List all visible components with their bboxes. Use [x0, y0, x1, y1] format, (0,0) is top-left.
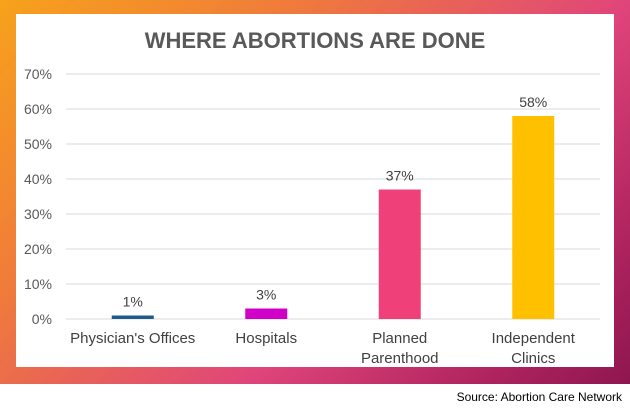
y-tick-label: 10%	[24, 276, 52, 292]
y-tick-label: 70%	[24, 66, 52, 82]
data-label: 37%	[386, 168, 414, 184]
source-note: Source: Abortion Care Network	[456, 390, 622, 404]
x-category-label: Parenthood	[361, 350, 439, 367]
chart-panel: WHERE ABORTIONS ARE DONE 0% 10% 20% 30% 40% 5…	[16, 14, 614, 367]
x-category-label: Hospitals	[235, 330, 297, 347]
data-label: 1%	[123, 294, 143, 310]
y-tick-label: 40%	[24, 171, 52, 187]
bar	[245, 308, 288, 319]
x-category-label: Planned	[372, 330, 427, 347]
bar-chart: WHERE ABORTIONS ARE DONE 0% 10% 20% 30% 40% 5…	[24, 28, 600, 367]
y-tick-label: 60%	[24, 101, 52, 117]
x-category-label: Clinics	[511, 350, 555, 367]
x-category-label: Independent	[492, 330, 576, 347]
data-label: 58%	[519, 94, 547, 110]
y-tick-label: 0%	[32, 311, 52, 327]
gradient-frame: WHERE ABORTIONS ARE DONE 0% 10% 20% 30% 40% 5…	[0, 0, 630, 384]
data-labels: 1% 3% 37% 58%	[123, 94, 548, 310]
data-label: 3%	[256, 287, 276, 303]
chart-title: WHERE ABORTIONS ARE DONE	[145, 28, 486, 53]
y-tick-label: 50%	[24, 136, 52, 152]
y-axis-tick-labels: 0% 10% 20% 30% 40% 50% 60% 70%	[24, 66, 52, 327]
x-category-label: Physician's Offices	[70, 330, 195, 347]
bar	[378, 189, 421, 319]
x-axis-category-labels: Physician's Offices Hospitals Planned Paren…	[70, 330, 576, 367]
gridlines	[66, 73, 600, 320]
y-tick-label: 30%	[24, 206, 52, 222]
bar	[512, 116, 555, 319]
y-tick-label: 20%	[24, 241, 52, 257]
bar	[111, 315, 154, 319]
bars	[111, 116, 555, 319]
